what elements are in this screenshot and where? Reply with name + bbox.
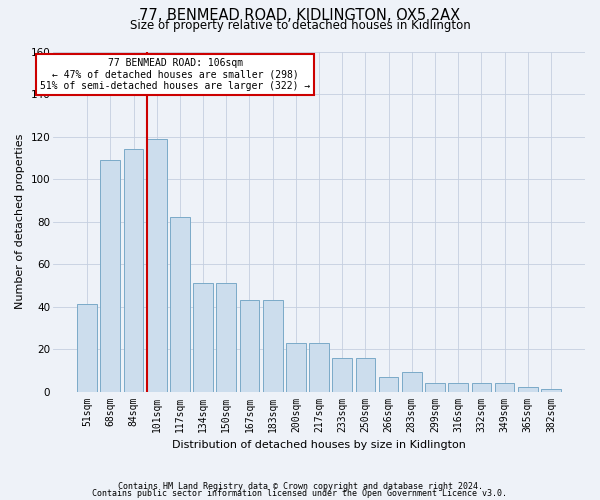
Bar bbox=[495, 383, 514, 392]
Bar bbox=[402, 372, 422, 392]
Bar bbox=[448, 383, 468, 392]
Bar bbox=[217, 283, 236, 392]
Bar bbox=[100, 160, 120, 392]
Bar bbox=[541, 390, 561, 392]
Text: 77, BENMEAD ROAD, KIDLINGTON, OX5 2AX: 77, BENMEAD ROAD, KIDLINGTON, OX5 2AX bbox=[139, 8, 461, 22]
Bar bbox=[147, 138, 167, 392]
Text: 77 BENMEAD ROAD: 106sqm
← 47% of detached houses are smaller (298)
51% of semi-d: 77 BENMEAD ROAD: 106sqm ← 47% of detache… bbox=[40, 58, 310, 91]
Bar bbox=[379, 376, 398, 392]
Bar bbox=[332, 358, 352, 392]
Bar bbox=[518, 388, 538, 392]
Text: Size of property relative to detached houses in Kidlington: Size of property relative to detached ho… bbox=[130, 18, 470, 32]
Bar bbox=[77, 304, 97, 392]
Bar bbox=[286, 342, 306, 392]
Text: Contains HM Land Registry data © Crown copyright and database right 2024.: Contains HM Land Registry data © Crown c… bbox=[118, 482, 482, 491]
Bar bbox=[472, 383, 491, 392]
Bar bbox=[239, 300, 259, 392]
Text: Contains public sector information licensed under the Open Government Licence v3: Contains public sector information licen… bbox=[92, 489, 508, 498]
Y-axis label: Number of detached properties: Number of detached properties bbox=[15, 134, 25, 309]
Bar bbox=[193, 283, 213, 392]
Bar bbox=[309, 342, 329, 392]
Bar bbox=[124, 150, 143, 392]
Bar bbox=[170, 218, 190, 392]
Bar bbox=[263, 300, 283, 392]
Bar bbox=[425, 383, 445, 392]
X-axis label: Distribution of detached houses by size in Kidlington: Distribution of detached houses by size … bbox=[172, 440, 466, 450]
Bar bbox=[356, 358, 375, 392]
